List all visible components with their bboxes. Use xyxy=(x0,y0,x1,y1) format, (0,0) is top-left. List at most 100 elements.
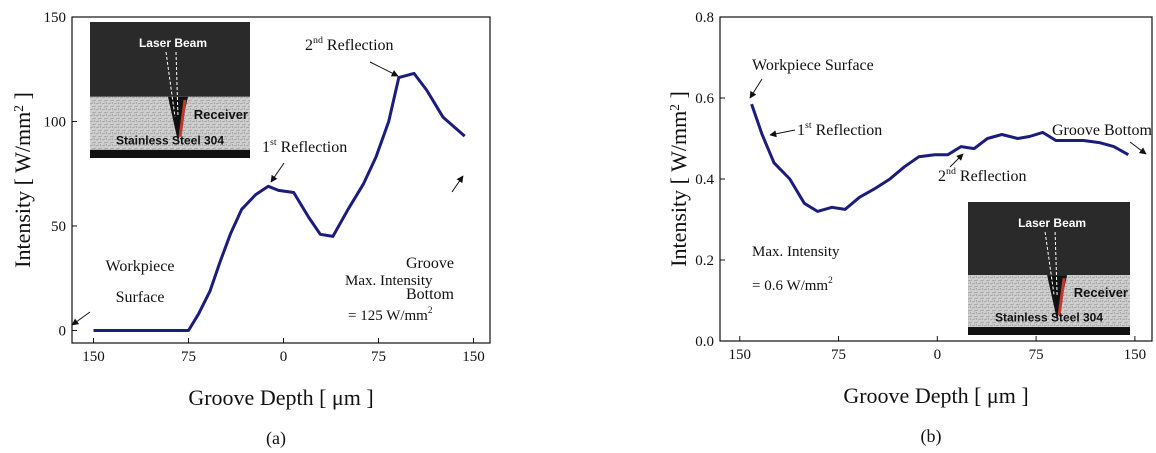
y-tick-label: 100 xyxy=(44,114,67,130)
y-tick-label: 0.8 xyxy=(695,10,714,26)
annotation-part: 2 xyxy=(938,168,946,185)
beam xyxy=(165,51,179,117)
annotation: Max. Intensity xyxy=(752,244,840,260)
annotation-sup: st xyxy=(270,137,277,148)
annotation: = 125 W/mm2 xyxy=(348,306,433,324)
y-axis-title: Intensity [ W/mm2 ] xyxy=(10,92,35,268)
y-axis-title-sup: 2 xyxy=(667,104,682,111)
y-tick-label: 0.4 xyxy=(695,172,714,188)
data-line xyxy=(93,71,466,332)
inset-image: Laser Beam Receiver Stainless Steel 304 xyxy=(90,22,250,158)
y-tick-label: 50 xyxy=(51,219,66,235)
x-tick-label: 150 xyxy=(82,349,105,365)
annotation-arrow xyxy=(1129,141,1147,155)
inset-top xyxy=(968,202,1130,276)
y-axis-title-part: ] xyxy=(666,91,691,104)
y-axis-title: Intensity [ W/mm2 ] xyxy=(666,91,691,267)
annotation-sup: nd xyxy=(313,35,323,46)
annotation-sup: st xyxy=(805,120,812,131)
annotation-part: 2 xyxy=(305,37,313,54)
annotation: 2nd Reflection xyxy=(305,35,394,54)
annotation-part: Max. Intensity xyxy=(752,244,840,260)
inset-label: Laser Beam xyxy=(139,36,207,50)
annotation-part: Reflection xyxy=(956,168,1027,185)
annotation-arrow xyxy=(369,61,399,77)
inset-bottom xyxy=(968,327,1130,335)
annotation-sup: 2 xyxy=(828,276,833,286)
y-tick-label: 0 xyxy=(59,323,67,339)
annotation: Workpiece xyxy=(106,258,175,275)
annotation-arrow xyxy=(451,175,464,193)
inset-label: Stainless Steel 304 xyxy=(116,133,224,147)
x-tick-label: 0 xyxy=(280,349,288,365)
plot-frame xyxy=(71,16,491,344)
inset-image: Laser Beam Receiver Stainless Steel 304 xyxy=(968,202,1130,335)
annotation: Groove Bottom xyxy=(1052,122,1153,139)
annotation: 1st Reflection xyxy=(262,137,347,156)
annotation-part: Groove xyxy=(406,255,454,272)
annotation-arrow xyxy=(270,162,285,183)
inset-label: Receiver xyxy=(194,107,248,122)
annotation-arrow xyxy=(949,153,964,168)
annotation-part: Groove Bottom xyxy=(1052,122,1153,139)
x-tick-label: 150 xyxy=(1124,347,1147,363)
y-axis-title-part: Intensity [ W/mm xyxy=(10,112,35,268)
annotation-sup: 2 xyxy=(428,306,433,316)
annotation-part: = 125 W/mm xyxy=(348,308,428,324)
x-tick-label: 75 xyxy=(1029,347,1044,363)
y-axis-title-part: ] xyxy=(10,92,35,105)
x-tick-label: 75 xyxy=(181,349,196,365)
annotation: 2nd Reflection xyxy=(938,166,1027,185)
annotation-arrow xyxy=(769,129,796,138)
caption: (b) xyxy=(921,426,942,447)
beam xyxy=(1044,231,1058,296)
receiver xyxy=(1057,277,1066,316)
y-tick-label: 0.6 xyxy=(695,91,714,107)
inset-label: Laser Beam xyxy=(1018,216,1086,230)
annotation-part: Workpiece Surface xyxy=(752,57,874,74)
data-line xyxy=(750,103,1130,213)
annotation-part: Reflection xyxy=(812,122,883,139)
annotation-part: Reflection xyxy=(277,139,348,156)
inset-bottom xyxy=(90,149,250,158)
x-axis-title: Groove Depth [ μm ] xyxy=(188,385,373,410)
x-tick-label: 0 xyxy=(934,347,942,363)
annotation-part: Surface xyxy=(116,289,165,306)
x-tick-label: 150 xyxy=(462,349,485,365)
annotation: Max. Intensity xyxy=(345,273,433,289)
annotation-part: 1 xyxy=(797,122,805,139)
inset-label: Receiver xyxy=(1074,285,1128,300)
annotation: Groove xyxy=(406,255,454,272)
annotation: = 0.6 W/mm2 xyxy=(752,276,833,294)
inset-label: Stainless Steel 304 xyxy=(995,311,1103,325)
receiver xyxy=(178,99,187,138)
y-tick-label: 0.0 xyxy=(695,334,714,350)
caption: (a) xyxy=(266,428,286,449)
inset-steel xyxy=(968,275,1130,328)
inset-top xyxy=(90,22,250,97)
annotation-part: 1 xyxy=(262,139,270,156)
annotation-part: Max. Intensity xyxy=(345,273,433,289)
annotation-part: Reflection xyxy=(323,37,394,54)
annotation: Bottom xyxy=(406,286,455,303)
x-tick-label: 150 xyxy=(729,347,752,363)
annotation-part: Workpiece xyxy=(106,258,175,275)
y-tick-label: 0.2 xyxy=(695,253,714,269)
x-tick-label: 75 xyxy=(831,347,846,363)
annotation-sup: nd xyxy=(946,166,956,177)
x-axis-title: Groove Depth [ μm ] xyxy=(843,383,1028,408)
y-tick-label: 150 xyxy=(44,10,67,26)
annotation-arrow xyxy=(749,78,763,99)
annotation-part: = 0.6 W/mm xyxy=(752,278,828,294)
y-axis-title-sup: 2 xyxy=(11,105,26,112)
annotation: Surface xyxy=(116,289,165,306)
annotation: 1st Reflection xyxy=(797,120,882,139)
chart-panel: 150 75 0 75 150 0 50 100 150 Laser Beam Receiver St… xyxy=(10,10,491,449)
x-tick-label: 75 xyxy=(371,349,386,365)
annotation-part: Bottom xyxy=(406,286,455,303)
annotation-arrow xyxy=(71,311,91,326)
y-axis-title-part: Intensity [ W/mm xyxy=(666,111,691,267)
chart-panel: 150 75 0 75 150 0.0 0.2 0.4 0.6 0.8 Laser Beam Rece… xyxy=(666,10,1153,447)
annotation: Workpiece Surface xyxy=(752,57,874,74)
